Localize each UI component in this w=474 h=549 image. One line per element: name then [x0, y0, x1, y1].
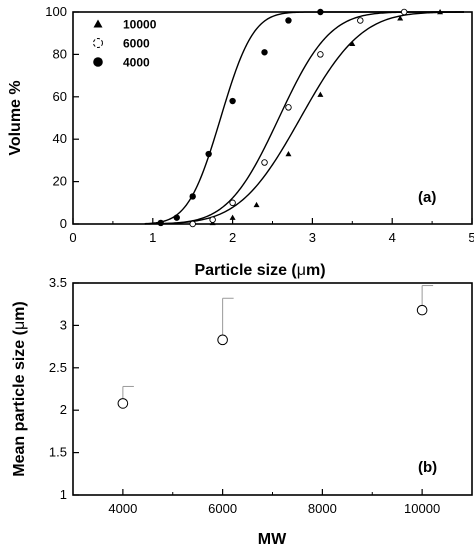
panel-a-x-tick-label: 2: [229, 230, 236, 245]
panel-a-x-tick-label: 3: [309, 230, 316, 245]
panel-b-x-tick-label: 10000: [404, 501, 440, 516]
data-point-10000: [229, 214, 236, 220]
panel-a-x-axis-title: Particle size (μm): [194, 262, 325, 279]
series-line-10000: [144, 11, 465, 225]
legend-label-10000: 10000: [123, 18, 157, 32]
data-point-6000: [209, 216, 216, 224]
panel-a-label: (a): [418, 189, 436, 206]
data-point-4000: [173, 214, 180, 221]
panel-a-y-tick-label: 20: [53, 174, 67, 189]
data-point-6000: [189, 220, 196, 228]
data-point: [217, 334, 228, 346]
panel-b-y-tick-label: 2.5: [49, 360, 67, 375]
panel-b-frame: [72, 282, 473, 496]
panel-b-x-tick-label: 4000: [108, 501, 137, 516]
data-point-6000: [317, 51, 324, 58]
panel-b-x-axis-title: MW: [258, 531, 287, 548]
panel-b-y-axis-title: Mean particle size (μm): [11, 301, 28, 477]
panel-a-y-tick-label: 80: [53, 46, 67, 61]
legend-label-4000: 4000: [123, 56, 150, 70]
panel-a-x-tick-label: 1: [149, 230, 156, 245]
panel-b-y-tick-label: 3: [60, 317, 67, 332]
data-point: [416, 304, 428, 316]
panel-a-y-tick-label: 40: [53, 131, 67, 146]
panel-a-y-axis-title: Volume %: [7, 80, 24, 155]
data-point: [117, 398, 129, 409]
data-point-6000: [229, 199, 236, 207]
data-point-4000: [205, 150, 212, 158]
data-point-6000: [357, 17, 364, 24]
data-point-10000: [253, 201, 260, 208]
panel-b-x-tick-label: 6000: [208, 501, 237, 516]
data-point-4000: [157, 219, 164, 227]
panel-b-chart: 4000 6000 8000 10000 1 1.5 2 2.5 3 3.5 (b) MW Mea…: [11, 275, 473, 548]
panel-a-chart: 0 1 2 3 4 5 0 20 40 60 80 100 10000 6000 4000 (a) Par…: [7, 4, 474, 279]
panel-b-x-tick-label: 8000: [308, 501, 337, 516]
panel-b-y-tick-label: 2: [60, 402, 67, 417]
panel-a-y-tick-label: 0: [60, 216, 67, 231]
data-point-10000: [317, 91, 324, 97]
legend-marker-6000: [93, 38, 103, 48]
data-point-6000: [285, 104, 292, 111]
panel-b-y-tick-label: 3.5: [49, 275, 67, 290]
legend-marker-10000: [93, 19, 103, 28]
data-point-6000: [400, 8, 408, 16]
data-point-4000: [189, 193, 196, 200]
data-point-4000: [261, 49, 268, 56]
panel-a-x-tick-label: 5: [468, 230, 474, 245]
panel-b-label: (b): [418, 459, 437, 476]
panel-a-y-tick-label: 100: [45, 4, 67, 19]
series-line-4000: [144, 11, 465, 225]
panel-a-x-tick-label: 4: [389, 230, 396, 245]
panel-a-y-tick-label: 60: [53, 89, 67, 104]
legend-label-6000: 6000: [123, 37, 150, 51]
data-point-10000: [437, 9, 444, 15]
data-point-10000: [349, 40, 356, 46]
data-point-10000: [285, 151, 292, 157]
data-point-10000: [397, 15, 404, 21]
series-line-6000: [144, 11, 465, 225]
data-point-4000: [317, 8, 324, 16]
legend-marker-4000: [93, 57, 103, 67]
panel-b-y-tick-label: 1: [60, 487, 67, 502]
data-point-4000: [285, 17, 292, 24]
panel-b-y-tick-label: 1.5: [49, 445, 67, 460]
data-point-4000: [229, 97, 236, 105]
panel-a-x-tick-label: 0: [69, 230, 76, 245]
data-point-6000: [261, 159, 268, 166]
